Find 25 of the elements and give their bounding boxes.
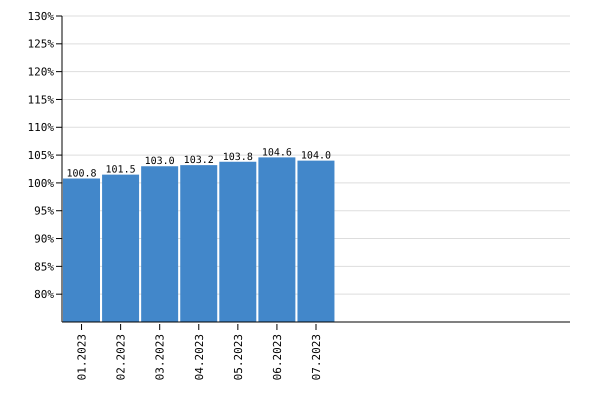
data-label: 100.8 [66, 168, 97, 180]
x-tick-label: 03.2023 [154, 334, 167, 380]
x-tick-label: 07.2023 [310, 334, 323, 380]
x-tick-label: 01.2023 [76, 334, 89, 380]
data-label: 104.0 [300, 150, 332, 162]
x-tick-label: 02.2023 [114, 334, 128, 380]
y-tick-label: 105% [28, 148, 54, 162]
y-tick-label: 125% [28, 38, 54, 51]
y-tick-label: 90% [34, 232, 54, 246]
x-tick-label: 04.2023 [192, 334, 206, 380]
y-tick-label: 115% [28, 93, 54, 106]
y-tick-label: 110% [28, 121, 54, 134]
data-label: 103.8 [222, 152, 253, 163]
x-tick-label: 05.2023 [232, 334, 245, 380]
y-tick-label: 80% [34, 288, 54, 302]
y-tick-label: 85% [34, 260, 54, 274]
y-tick-label: 130% [28, 10, 54, 23]
y-tick-label: 95% [34, 204, 54, 218]
data-label: 104.6 [262, 147, 292, 158]
x-tick-label: 06.2023 [270, 334, 284, 380]
y-tick-label: 100% [28, 176, 54, 190]
y-tick-label: 120% [28, 66, 54, 79]
data-label: 101.5 [106, 164, 136, 176]
data-label: 103.0 [144, 156, 175, 168]
data-label: 103.2 [184, 155, 214, 166]
